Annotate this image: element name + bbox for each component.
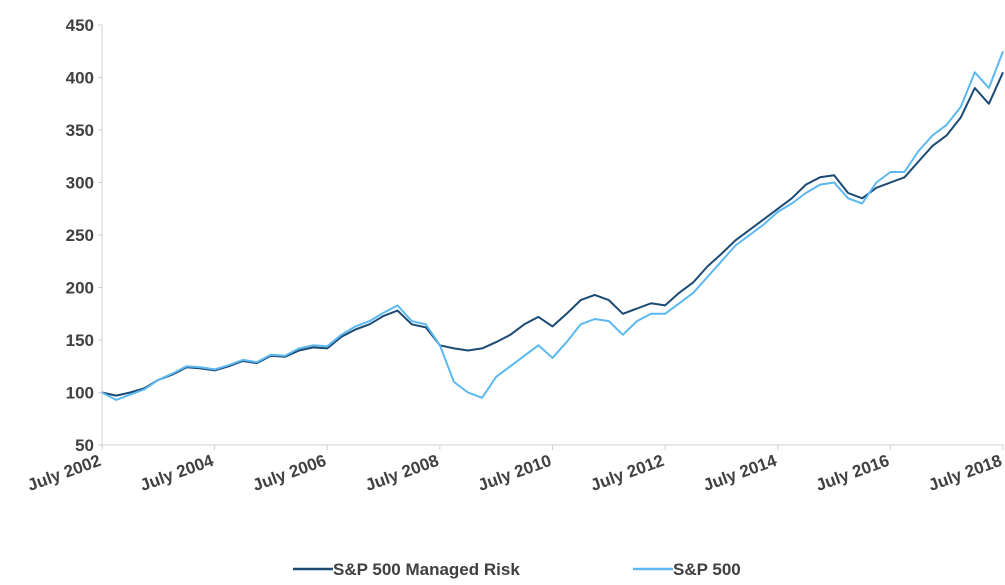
y-tick-label: 100 xyxy=(66,384,94,403)
y-tick-label: 50 xyxy=(75,436,94,455)
series-line xyxy=(101,71,1004,397)
series-line xyxy=(101,50,1004,401)
x-tick-label: July 2018 xyxy=(926,451,1004,495)
y-tick-label: 450 xyxy=(66,16,94,35)
x-tick-label: July 2008 xyxy=(363,451,441,495)
y-tick-label: 300 xyxy=(66,174,94,193)
x-tick-label: July 2012 xyxy=(588,451,666,495)
x-tick-label: July 2002 xyxy=(25,451,103,495)
x-tick-label: July 2014 xyxy=(701,451,780,495)
y-tick-label: 400 xyxy=(66,69,94,88)
y-tick-label: 200 xyxy=(66,279,94,298)
x-tick-label: July 2004 xyxy=(138,451,217,495)
y-tick-label: 350 xyxy=(66,121,94,140)
x-tick-label: July 2016 xyxy=(813,451,891,495)
y-tick-label: 250 xyxy=(66,226,94,245)
legend-label: S&P 500 xyxy=(673,560,741,579)
x-tick-label: July 2010 xyxy=(475,451,553,495)
legend-label: S&P 500 Managed Risk xyxy=(333,560,520,579)
x-tick-label: July 2006 xyxy=(250,451,328,495)
y-tick-label: 150 xyxy=(66,331,94,350)
